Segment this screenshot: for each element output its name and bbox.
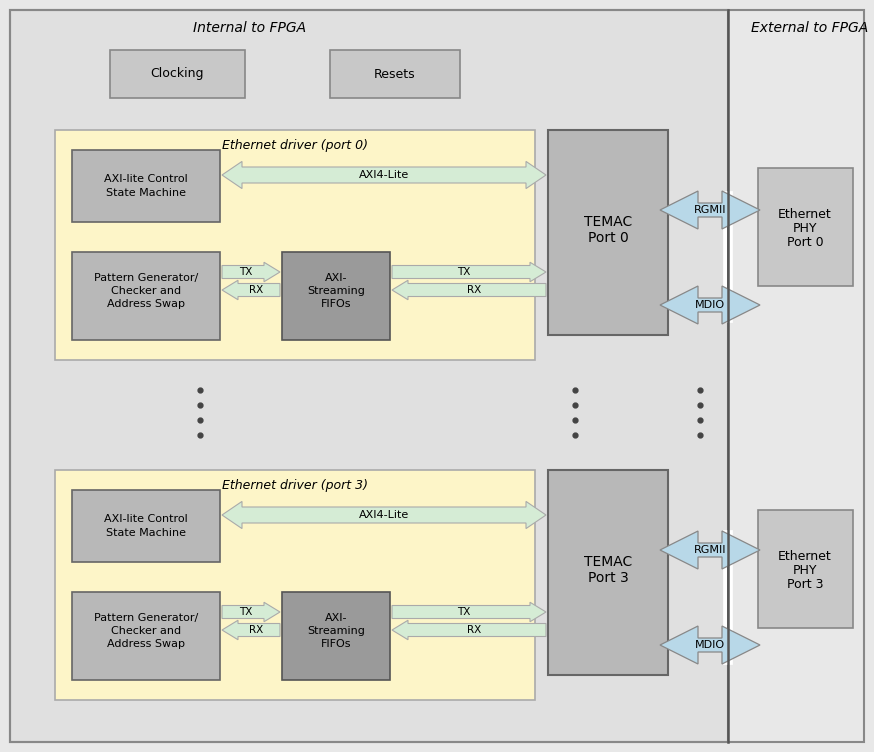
Text: RX: RX (467, 285, 481, 295)
Polygon shape (392, 280, 546, 300)
Text: AXI-lite Control: AXI-lite Control (104, 174, 188, 184)
Text: TEMAC: TEMAC (584, 555, 632, 569)
Text: RGMII: RGMII (694, 205, 726, 215)
Text: Streaming: Streaming (307, 626, 365, 636)
Polygon shape (222, 162, 546, 189)
Text: TX: TX (457, 267, 471, 277)
Polygon shape (392, 620, 546, 640)
Bar (548, 470, 668, 675)
Text: MDIO: MDIO (695, 300, 725, 310)
Text: Pattern Generator/: Pattern Generator/ (94, 273, 198, 283)
Text: MDIO: MDIO (695, 640, 725, 650)
Text: AXI-: AXI- (325, 613, 347, 623)
Text: FIFOs: FIFOs (321, 639, 351, 649)
Text: TEMAC: TEMAC (584, 215, 632, 229)
Bar (110, 50, 245, 98)
Text: Ethernet driver (port 0): Ethernet driver (port 0) (222, 140, 368, 153)
Text: FIFOs: FIFOs (321, 299, 351, 309)
Text: State Machine: State Machine (106, 188, 186, 198)
Text: Resets: Resets (374, 68, 416, 80)
Text: Checker and: Checker and (111, 626, 181, 636)
Text: AXI-lite Control: AXI-lite Control (104, 514, 188, 524)
Text: TX: TX (239, 267, 253, 277)
Text: Address Swap: Address Swap (107, 639, 185, 649)
Text: Clocking: Clocking (150, 68, 204, 80)
Text: RX: RX (249, 625, 263, 635)
Bar (758, 510, 853, 628)
Text: State Machine: State Machine (106, 528, 186, 538)
Text: Ethernet driver (port 3): Ethernet driver (port 3) (222, 480, 368, 493)
Polygon shape (222, 602, 280, 622)
Text: PHY: PHY (793, 563, 817, 577)
Polygon shape (660, 531, 760, 569)
Text: Ethernet: Ethernet (778, 550, 832, 562)
Bar (72, 592, 220, 680)
Bar (548, 130, 668, 335)
Text: Pattern Generator/: Pattern Generator/ (94, 613, 198, 623)
Bar (758, 168, 853, 286)
Text: AXI4-Lite: AXI4-Lite (359, 510, 409, 520)
Polygon shape (222, 502, 546, 529)
Bar (72, 150, 220, 222)
Bar (282, 592, 390, 680)
Text: Ethernet: Ethernet (778, 208, 832, 220)
Bar (330, 50, 460, 98)
Polygon shape (660, 286, 760, 324)
Text: Port 3: Port 3 (587, 571, 628, 585)
Bar (282, 252, 390, 340)
Text: Internal to FPGA: Internal to FPGA (193, 21, 307, 35)
Bar (55, 470, 535, 700)
Text: RX: RX (249, 285, 263, 295)
Text: External to FPGA: External to FPGA (752, 21, 869, 35)
Text: Streaming: Streaming (307, 286, 365, 296)
Text: AXI-: AXI- (325, 273, 347, 283)
Bar (10, 10, 728, 742)
Polygon shape (392, 262, 546, 282)
Bar (72, 252, 220, 340)
Text: Address Swap: Address Swap (107, 299, 185, 309)
Text: TX: TX (457, 607, 471, 617)
Text: AXI4-Lite: AXI4-Lite (359, 170, 409, 180)
Text: TX: TX (239, 607, 253, 617)
Polygon shape (222, 620, 280, 640)
Polygon shape (660, 626, 760, 664)
Bar (55, 130, 535, 360)
Polygon shape (222, 262, 280, 282)
Polygon shape (660, 191, 760, 229)
Text: RGMII: RGMII (694, 545, 726, 555)
Text: PHY: PHY (793, 222, 817, 235)
Text: Port 0: Port 0 (787, 235, 823, 248)
Text: Checker and: Checker and (111, 286, 181, 296)
Text: Port 3: Port 3 (787, 578, 823, 590)
Polygon shape (392, 602, 546, 622)
Text: RX: RX (467, 625, 481, 635)
Polygon shape (222, 280, 280, 300)
Bar (72, 490, 220, 562)
Text: Port 0: Port 0 (587, 231, 628, 245)
